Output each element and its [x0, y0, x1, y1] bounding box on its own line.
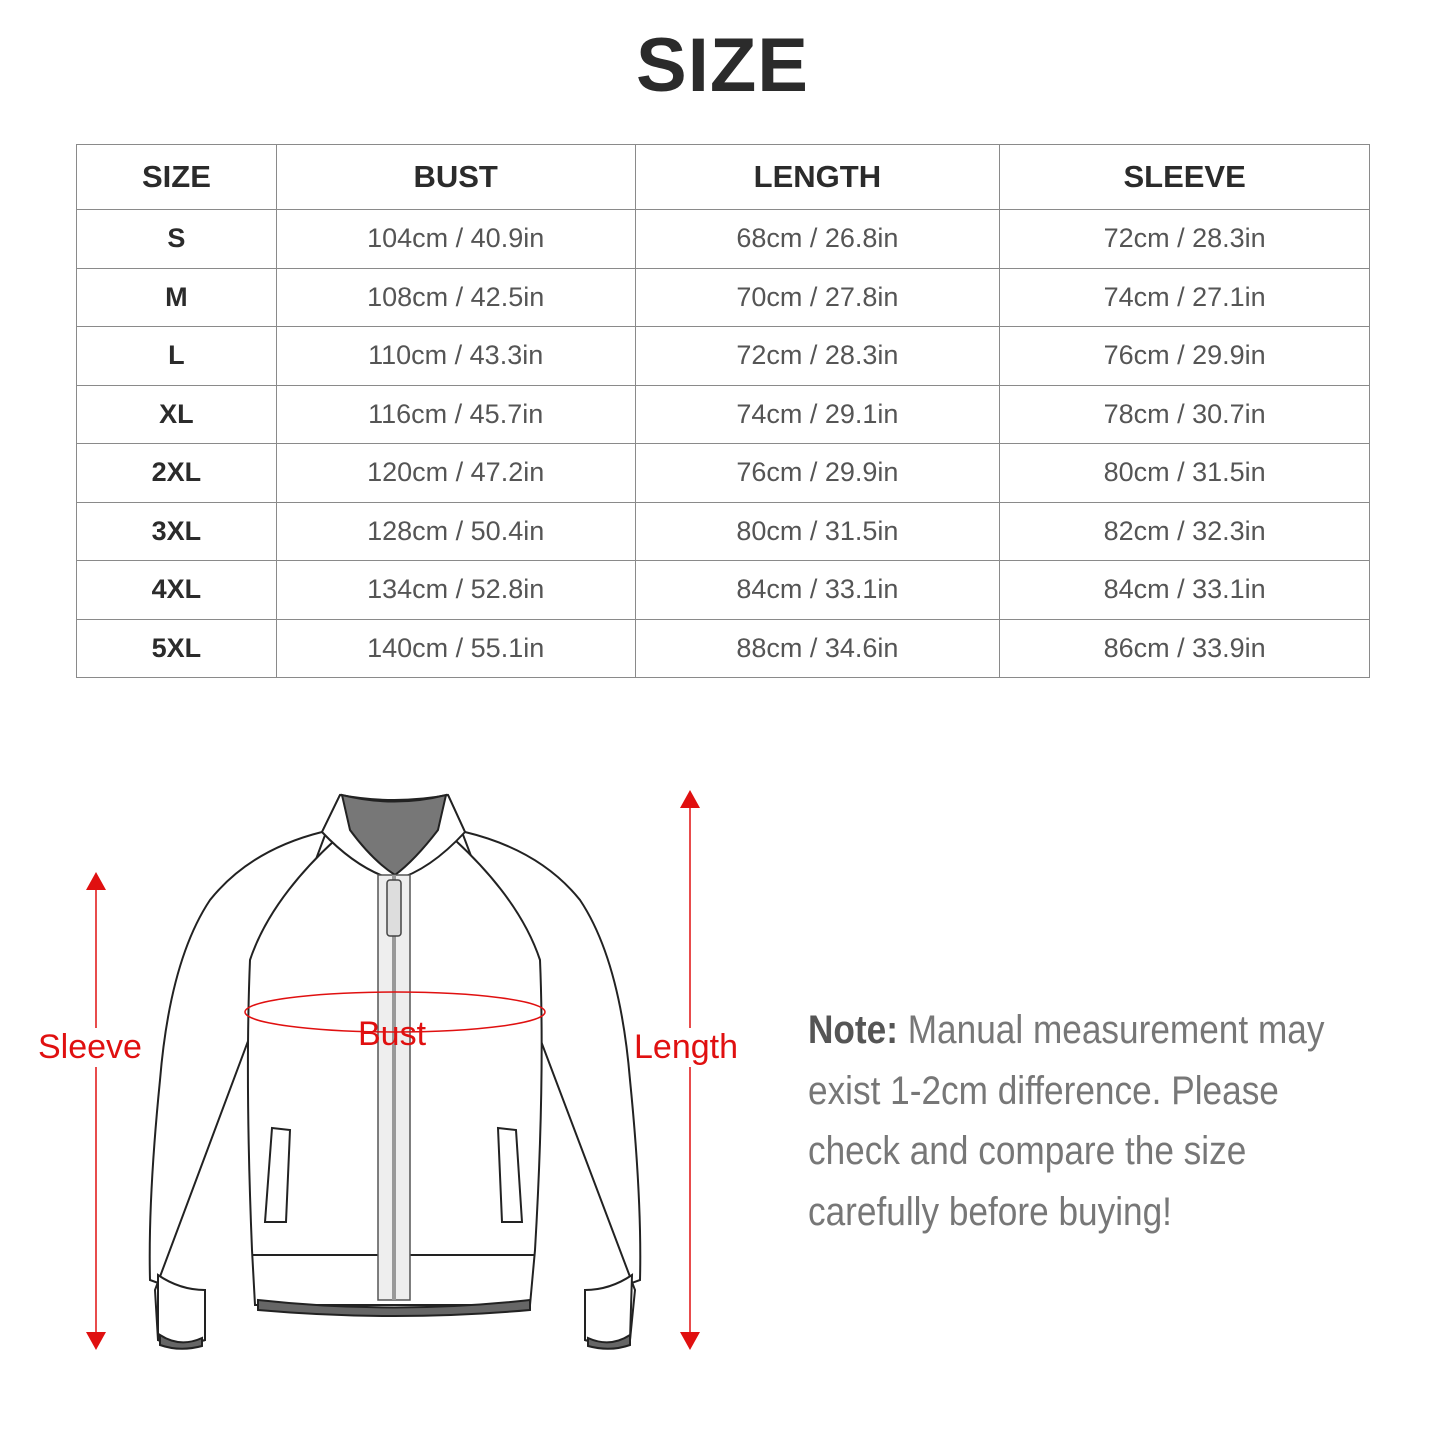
- table-row: XL 116cm / 45.7in 74cm / 29.1in 78cm / 30.7…: [76, 384, 1370, 444]
- cell-length: 68cm / 26.8in: [634, 209, 1001, 269]
- cell-sleeve: 82cm / 32.3in: [999, 501, 1370, 561]
- cell-length: 70cm / 27.8in: [634, 267, 1001, 327]
- cell-size: 5XL: [76, 618, 277, 678]
- table-row: 5XL 140cm / 55.1in 88cm / 34.6in 86cm / 33.…: [76, 618, 1370, 678]
- header-size: SIZE: [76, 144, 277, 210]
- cell-size: M: [76, 267, 277, 327]
- length-arrow-up: [680, 790, 700, 808]
- cell-length: 72cm / 28.3in: [634, 326, 1001, 386]
- cell-size: L: [76, 326, 277, 386]
- cell-sleeve: 80cm / 31.5in: [999, 443, 1370, 503]
- cell-size: 4XL: [76, 560, 277, 620]
- cell-sleeve: 78cm / 30.7in: [999, 384, 1370, 444]
- table-row: M 108cm / 42.5in 70cm / 27.8in 74cm / 27.1i…: [76, 267, 1370, 327]
- cell-size: S: [76, 209, 277, 269]
- cell-length: 76cm / 29.9in: [634, 443, 1001, 503]
- cell-bust: 116cm / 45.7in: [275, 384, 636, 444]
- cell-size: 3XL: [76, 501, 277, 561]
- cell-sleeve: 72cm / 28.3in: [999, 209, 1370, 269]
- size-table: SIZE BUST LENGTH SLEEVE S 104cm / 40.9in 6…: [76, 144, 1370, 678]
- cell-sleeve: 84cm / 33.1in: [999, 560, 1370, 620]
- cell-bust: 134cm / 52.8in: [275, 560, 636, 620]
- cell-bust: 128cm / 50.4in: [275, 501, 636, 561]
- note-label: Note:: [808, 1008, 898, 1052]
- sleeve-label: Sleeve: [38, 1028, 142, 1067]
- table-row: L 110cm / 43.3in 72cm / 28.3in 76cm / 29.9i…: [76, 326, 1370, 386]
- cell-length: 84cm / 33.1in: [634, 560, 1001, 620]
- cell-length: 88cm / 34.6in: [634, 618, 1001, 678]
- cell-bust: 140cm / 55.1in: [275, 618, 636, 678]
- cell-sleeve: 86cm / 33.9in: [999, 618, 1370, 678]
- bust-label: Bust: [358, 1015, 427, 1053]
- sleeve-arrow-down: [86, 1332, 106, 1350]
- length-arrow-down: [680, 1332, 700, 1350]
- cell-length: 80cm / 31.5in: [634, 501, 1001, 561]
- sleeve-arrow-up: [86, 872, 106, 890]
- note-text: Note: Manual measurement may exist 1-2cm…: [808, 1000, 1371, 1242]
- cell-size: XL: [76, 384, 277, 444]
- cell-bust: 108cm / 42.5in: [275, 267, 636, 327]
- cell-sleeve: 74cm / 27.1in: [999, 267, 1370, 327]
- cell-bust: 110cm / 43.3in: [275, 326, 636, 386]
- length-label: Length: [634, 1028, 738, 1067]
- table-header-row: SIZE BUST LENGTH SLEEVE: [76, 144, 1370, 210]
- page-title: SIZE: [636, 23, 809, 108]
- cell-size: 2XL: [76, 443, 277, 503]
- jacket-illustration: [148, 793, 642, 1350]
- table-row: 3XL 128cm / 50.4in 80cm / 31.5in 82cm / 32.…: [76, 501, 1370, 561]
- header-sleeve: SLEEVE: [999, 144, 1370, 210]
- header-bust: BUST: [275, 144, 636, 210]
- table-row: S 104cm / 40.9in 68cm / 26.8in 72cm / 28.3i…: [76, 209, 1370, 269]
- table-row: 4XL 134cm / 52.8in 84cm / 33.1in 84cm / 33.…: [76, 560, 1370, 620]
- header-length: LENGTH: [634, 144, 1001, 210]
- table-row: 2XL 120cm / 47.2in 76cm / 29.9in 80cm / 31.…: [76, 443, 1370, 503]
- measurement-marks: [86, 790, 700, 1350]
- cell-length: 74cm / 29.1in: [634, 384, 1001, 444]
- cell-bust: 104cm / 40.9in: [275, 209, 636, 269]
- jacket-diagram: [86, 790, 700, 1350]
- cell-sleeve: 76cm / 29.9in: [999, 326, 1370, 386]
- bust-measure-line: [244, 991, 546, 1033]
- cell-bust: 120cm / 47.2in: [275, 443, 636, 503]
- note-body: Manual measurement may exist 1-2cm diffe…: [808, 1008, 1325, 1234]
